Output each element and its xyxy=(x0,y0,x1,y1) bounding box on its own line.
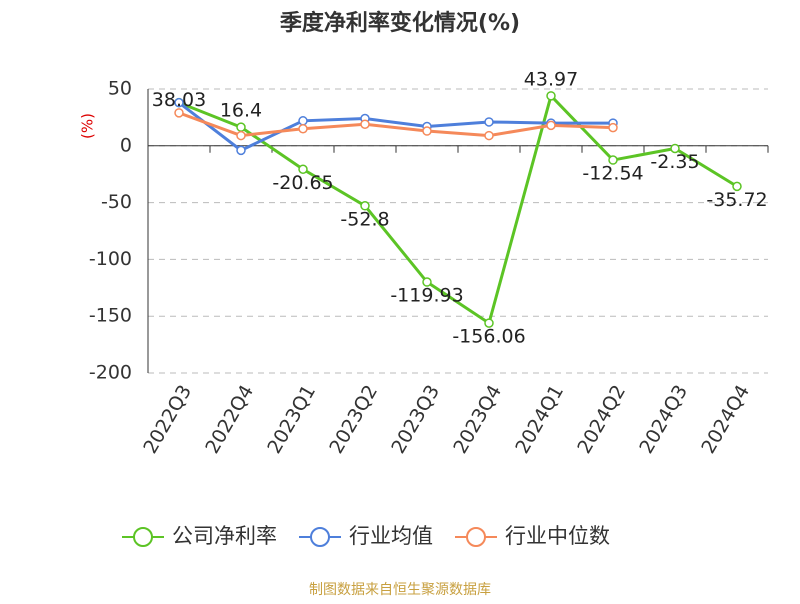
series-line xyxy=(178,101,613,153)
point xyxy=(608,122,618,133)
y-tick-label: -50 xyxy=(101,191,132,213)
y-tick-label: 0 xyxy=(120,134,132,156)
y-axis-label: (%) xyxy=(79,113,97,139)
point xyxy=(546,91,556,101)
point xyxy=(422,126,432,136)
point xyxy=(360,119,370,129)
x-tick-label: 2024Q2 xyxy=(573,381,630,457)
data-label: -35.72 xyxy=(706,189,767,211)
point xyxy=(236,145,246,156)
point xyxy=(298,116,308,126)
legend-item: 公司净利率 xyxy=(122,524,277,548)
x-tick-label: 2023Q2 xyxy=(325,381,382,457)
legend-label: 行业均值 xyxy=(349,524,433,548)
y-tick-label: -200 xyxy=(89,362,132,384)
data-label: -156.06 xyxy=(452,326,525,348)
x-tick-label: 2023Q4 xyxy=(449,381,506,457)
point xyxy=(484,318,494,328)
x-tick-label: 2024Q1 xyxy=(511,381,568,457)
x-tick-label: 2023Q1 xyxy=(263,381,320,457)
point xyxy=(174,97,184,108)
data-label: -52.8 xyxy=(340,208,389,230)
series-line xyxy=(178,111,614,138)
data-label: 16.4 xyxy=(220,100,262,122)
data-label: 38.03 xyxy=(152,89,206,111)
legend-marker xyxy=(310,527,330,547)
point xyxy=(236,122,246,132)
source-note: 制图数据来自恒生聚源数据库 xyxy=(309,582,491,598)
legend-item: 行业中位数 xyxy=(455,524,610,548)
y-tick-label: -150 xyxy=(89,305,132,327)
data-label: -12.54 xyxy=(582,163,643,185)
legend-label: 公司净利率 xyxy=(172,524,277,548)
point xyxy=(484,130,494,141)
legend-marker xyxy=(133,527,153,547)
x-tick-label: 2022Q3 xyxy=(139,381,196,457)
x-tick-label: 2024Q4 xyxy=(697,381,754,457)
point xyxy=(546,120,556,131)
point xyxy=(608,155,618,165)
data-label: -119.93 xyxy=(390,285,463,307)
point xyxy=(174,108,184,118)
legend-label: 行业中位数 xyxy=(505,524,610,548)
x-tick-label: 2024Q3 xyxy=(635,381,692,457)
point xyxy=(484,117,494,127)
point xyxy=(732,181,742,192)
point xyxy=(670,143,680,154)
x-tick-label: 2022Q4 xyxy=(201,381,258,457)
x-tick-label: 2023Q3 xyxy=(387,381,444,457)
point xyxy=(298,124,308,134)
chart-title: 季度净利率变化情况(%) xyxy=(280,10,520,36)
legend-marker xyxy=(466,527,486,547)
point xyxy=(422,277,432,287)
point xyxy=(298,164,308,175)
y-tick-label: -100 xyxy=(89,248,132,270)
data-label: 43.97 xyxy=(524,68,578,90)
point xyxy=(236,130,246,141)
point xyxy=(360,201,370,211)
series-line xyxy=(178,92,738,326)
y-tick-label: 50 xyxy=(108,78,132,100)
data-label: -2.35 xyxy=(650,151,699,173)
data-label: -20.65 xyxy=(272,172,333,194)
legend-item: 行业均值 xyxy=(299,524,433,548)
